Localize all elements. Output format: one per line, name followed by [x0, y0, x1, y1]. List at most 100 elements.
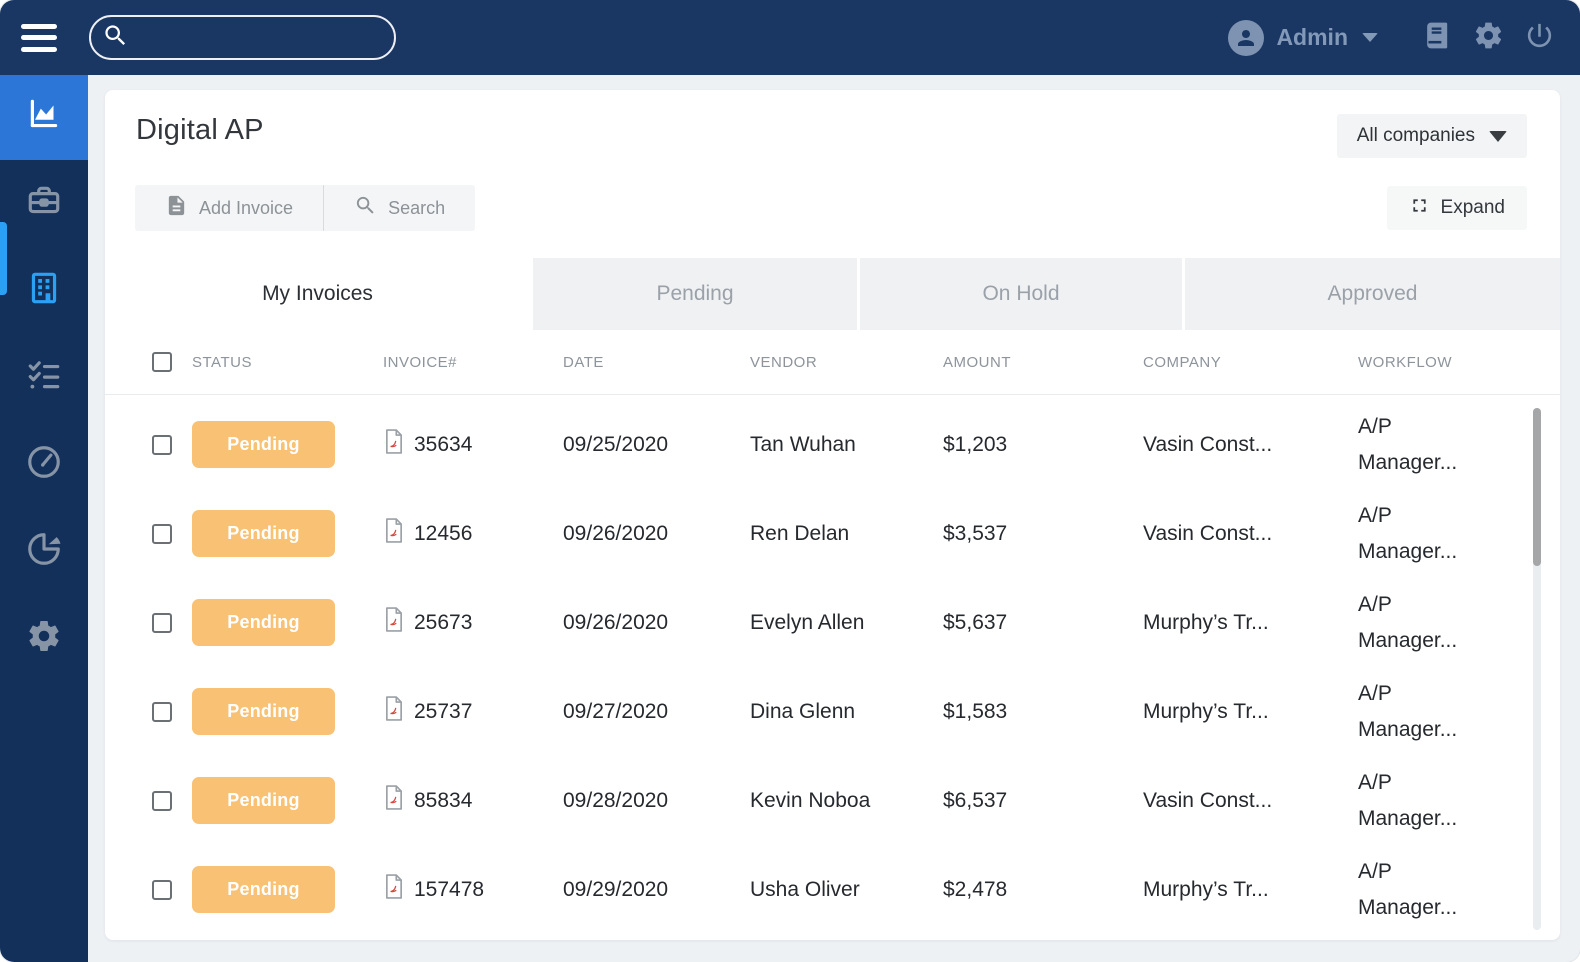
status-badge: Pending: [192, 599, 335, 646]
column-header-status: STATUS: [192, 353, 252, 371]
invoice-date: 09/28/2020: [563, 788, 669, 812]
status-badge: Pending: [192, 688, 335, 735]
invoice-table-row[interactable]: Pending 25673 09/26/2020 Evelyn Allen $5…: [105, 578, 1560, 667]
pdf-file-icon[interactable]: [383, 517, 405, 550]
invoice-table-row[interactable]: Pending 25737 09/27/2020 Dina Glenn $1,5…: [105, 667, 1560, 756]
invoice-table-row[interactable]: Pending 157478 09/29/2020 Usha Oliver $2…: [105, 845, 1560, 934]
status-badge: Pending: [192, 866, 335, 913]
invoice-number: 85834: [414, 788, 473, 812]
fullscreen-icon: [1409, 195, 1430, 221]
workflow-cell: A/P Manager...: [1358, 854, 1560, 926]
pdf-file-icon[interactable]: [383, 695, 405, 728]
workflow-line-2: Manager...: [1358, 717, 1458, 741]
row-checkbox[interactable]: [152, 701, 172, 722]
select-all-checkbox[interactable]: [152, 352, 172, 372]
amount-value: $3,537: [943, 521, 1008, 545]
analytics-chart-icon: [25, 96, 63, 139]
amount-value: $1,583: [943, 699, 1008, 723]
vertical-scrollbar-thumb[interactable]: [1533, 408, 1541, 566]
invoice-table-row[interactable]: Pending 12456 09/26/2020 Ren Delan $3,53…: [105, 489, 1560, 578]
row-checkbox[interactable]: [152, 612, 172, 633]
user-menu[interactable]: Admin: [1228, 19, 1378, 56]
settings-button[interactable]: [1471, 21, 1505, 55]
checklist-icon: [25, 356, 63, 399]
workflow-line-1: A/P: [1358, 770, 1392, 794]
workflow-line-2: Manager...: [1358, 895, 1458, 919]
invoice-tabs: My Invoices Pending On Hold Approved: [105, 258, 1560, 330]
global-search-input[interactable]: [129, 27, 394, 48]
status-badge: Pending: [192, 777, 335, 824]
workflow-line-2: Manager...: [1358, 806, 1458, 830]
company-name: Murphy’s Tr...: [1143, 610, 1269, 634]
row-checkbox[interactable]: [152, 523, 172, 544]
user-label: Admin: [1276, 24, 1348, 50]
sidebar-item-checklist[interactable]: [0, 334, 88, 421]
sidebar-item-reports[interactable]: [0, 508, 88, 595]
power-icon: [1524, 20, 1555, 56]
amount-value: $6,537: [943, 788, 1008, 812]
pdf-file-icon[interactable]: [383, 606, 405, 639]
pdf-file-icon[interactable]: [383, 873, 405, 906]
hamburger-menu-icon[interactable]: [21, 23, 57, 52]
vendor-name: Usha Oliver: [750, 877, 860, 901]
row-checkbox[interactable]: [152, 790, 172, 811]
company-filter-dropdown[interactable]: All companies: [1336, 114, 1527, 158]
workflow-line-1: A/P: [1358, 503, 1392, 527]
company-name: Vasin Const...: [1143, 432, 1273, 456]
invoice-table-row[interactable]: Pending 35634 09/25/2020 Tan Wuhan $1,20…: [105, 400, 1560, 489]
document-icon: [165, 194, 188, 222]
add-invoice-button[interactable]: Add Invoice: [135, 185, 323, 231]
workflow-line-1: A/P: [1358, 592, 1392, 616]
workflow-line-2: Manager...: [1358, 450, 1458, 474]
book-button[interactable]: [1420, 21, 1454, 55]
tab-approved[interactable]: Approved: [1185, 258, 1560, 330]
global-search[interactable]: [89, 15, 396, 60]
workflow-line-1: A/P: [1358, 681, 1392, 705]
invoice-date: 09/27/2020: [563, 699, 669, 723]
vertical-scrollbar-track[interactable]: [1533, 408, 1541, 930]
column-header-company: COMPANY: [1143, 353, 1222, 371]
company-filter-label: All companies: [1356, 125, 1475, 146]
company-name: Vasin Const...: [1143, 521, 1273, 545]
logout-button[interactable]: [1522, 21, 1556, 55]
row-checkbox[interactable]: [152, 434, 172, 455]
invoice-date: 09/25/2020: [563, 432, 669, 456]
workflow-cell: A/P Manager...: [1358, 498, 1560, 570]
workflow-cell: A/P Manager...: [1358, 765, 1560, 837]
sidebar-item-analytics[interactable]: [0, 75, 88, 160]
search-invoices-button[interactable]: Search: [324, 185, 475, 231]
pdf-file-icon[interactable]: [383, 784, 405, 817]
column-header-workflow: WORKFLOW: [1358, 353, 1452, 371]
topbar: Admin: [0, 0, 1580, 75]
workflow-line-1: A/P: [1358, 859, 1392, 883]
workflow-line-2: Manager...: [1358, 539, 1458, 563]
invoices-panel: Digital AP All companies Add Invoice Sea…: [105, 90, 1560, 940]
expand-button[interactable]: Expand: [1386, 186, 1527, 230]
sidebar-item-settings[interactable]: [0, 595, 88, 682]
tab-on-hold[interactable]: On Hold: [860, 258, 1182, 330]
vendor-name: Evelyn Allen: [750, 610, 865, 634]
sidebar-item-companies[interactable]: [0, 247, 88, 334]
gear-icon: [26, 618, 62, 659]
invoice-actions-group: Add Invoice Search: [135, 185, 476, 231]
search-icon: [354, 194, 377, 222]
invoice-date: 09/26/2020: [563, 610, 669, 634]
invoice-date: 09/29/2020: [563, 877, 669, 901]
row-checkbox[interactable]: [152, 879, 172, 900]
sidebar-item-gauge[interactable]: [0, 421, 88, 508]
tab-pending[interactable]: Pending: [533, 258, 857, 330]
sidebar-item-briefcase[interactable]: [0, 160, 88, 247]
workflow-cell: A/P Manager...: [1358, 587, 1560, 659]
invoice-table-row[interactable]: Pending 85834 09/28/2020 Kevin Noboa $6,…: [105, 756, 1560, 845]
page-title: Digital AP: [136, 114, 264, 146]
caret-down-icon: [1489, 130, 1507, 142]
tab-my-invoices[interactable]: My Invoices: [105, 258, 530, 330]
building-icon: [25, 269, 63, 312]
search-label: Search: [388, 197, 446, 218]
amount-value: $2,478: [943, 877, 1008, 901]
pdf-file-icon[interactable]: [383, 428, 405, 461]
status-badge: Pending: [192, 421, 335, 468]
divider: [323, 185, 325, 231]
workflow-line-2: Manager...: [1358, 628, 1458, 652]
